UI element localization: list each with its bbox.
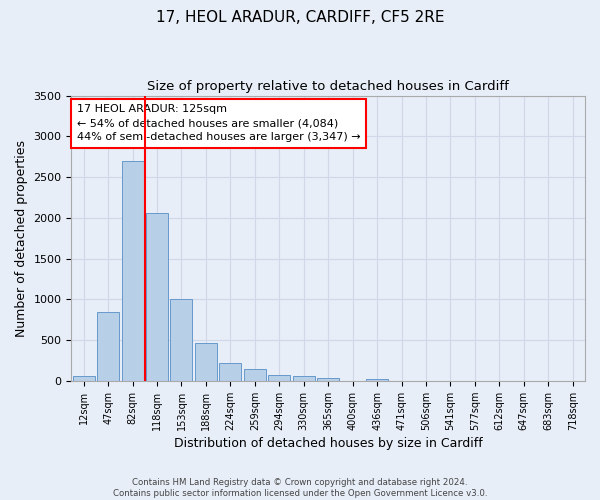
- Bar: [317, 378, 339, 381]
- Text: 17 HEOL ARADUR: 125sqm
← 54% of detached houses are smaller (4,084)
44% of semi-: 17 HEOL ARADUR: 125sqm ← 54% of detached…: [77, 104, 360, 142]
- Bar: [244, 368, 266, 381]
- Bar: [170, 298, 193, 381]
- Bar: [146, 213, 168, 381]
- Bar: [195, 344, 217, 381]
- Bar: [268, 375, 290, 381]
- Text: 17, HEOL ARADUR, CARDIFF, CF5 2RE: 17, HEOL ARADUR, CARDIFF, CF5 2RE: [156, 10, 444, 25]
- Bar: [73, 376, 95, 381]
- Y-axis label: Number of detached properties: Number of detached properties: [15, 140, 28, 336]
- Bar: [122, 161, 143, 381]
- Text: Contains HM Land Registry data © Crown copyright and database right 2024.
Contai: Contains HM Land Registry data © Crown c…: [113, 478, 487, 498]
- Bar: [366, 379, 388, 381]
- Bar: [293, 376, 315, 381]
- Title: Size of property relative to detached houses in Cardiff: Size of property relative to detached ho…: [147, 80, 509, 93]
- X-axis label: Distribution of detached houses by size in Cardiff: Distribution of detached houses by size …: [174, 437, 482, 450]
- Bar: [220, 363, 241, 381]
- Bar: [97, 312, 119, 381]
